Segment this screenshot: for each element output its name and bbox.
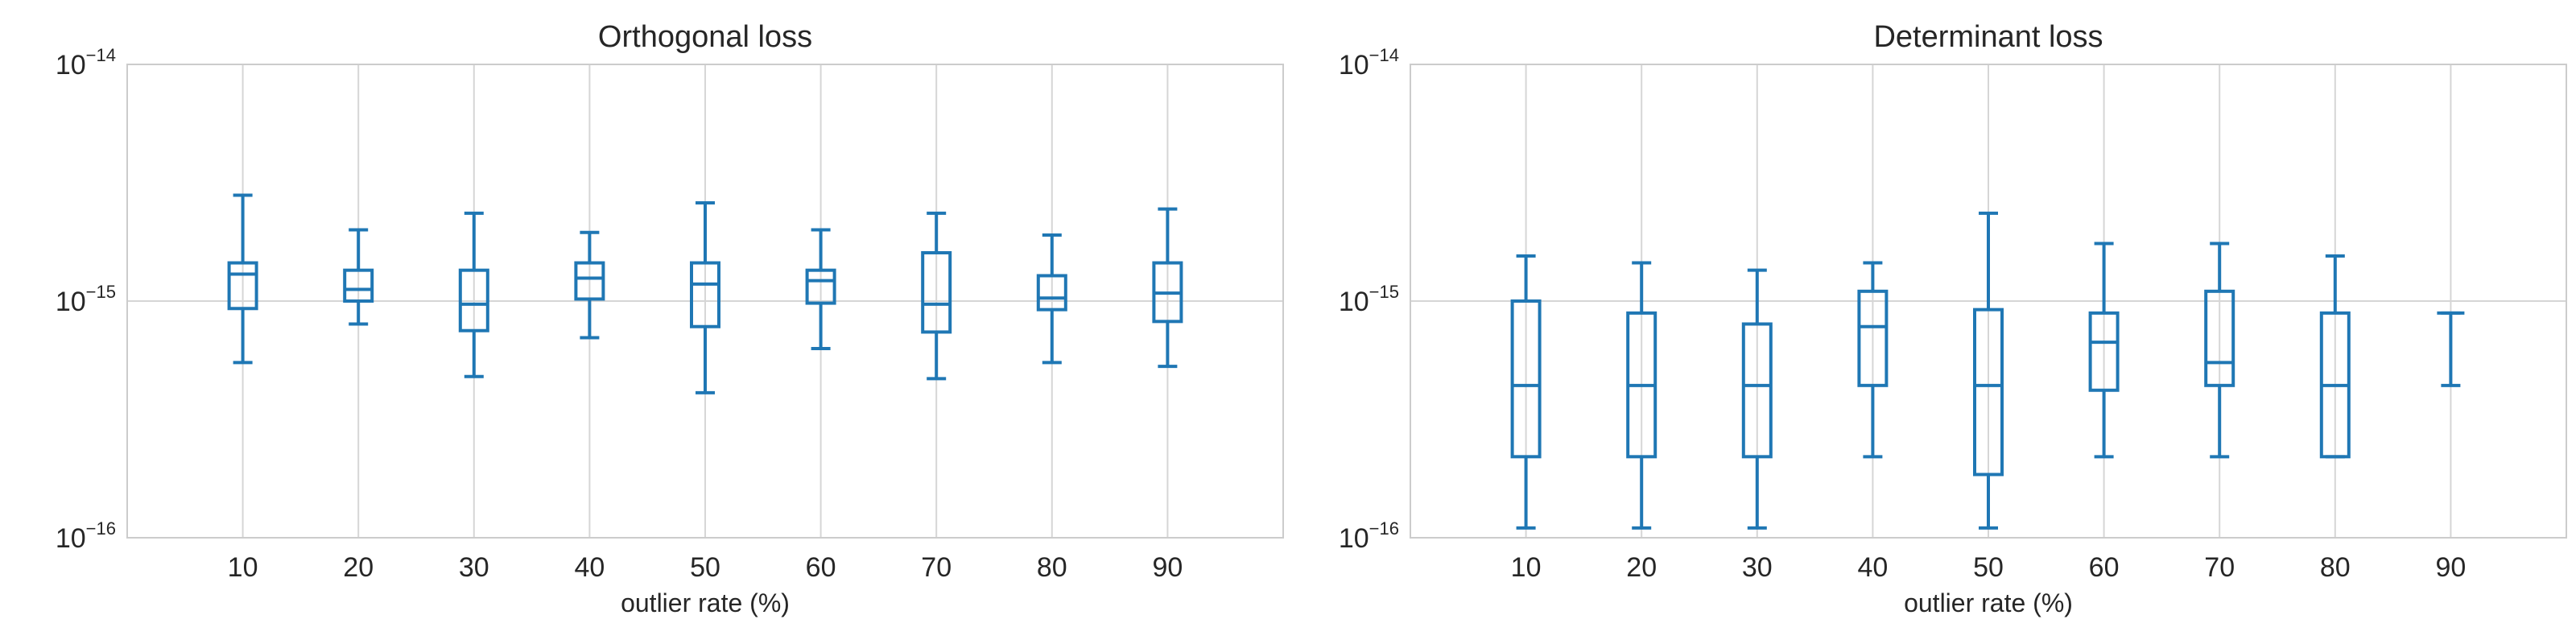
box-50 bbox=[1973, 211, 2004, 530]
box-30 bbox=[1741, 268, 1773, 530]
x-tick-label: 70 bbox=[921, 552, 952, 583]
iqr-box bbox=[1036, 274, 1067, 312]
iqr-box bbox=[2204, 289, 2235, 387]
chart-title: Determinant loss bbox=[1873, 20, 2103, 54]
x-axis-title: outlier rate (%) bbox=[1904, 588, 2073, 617]
x-tick-label: 50 bbox=[690, 552, 720, 583]
x-tick-label: 30 bbox=[459, 552, 489, 583]
chart-title: Orthogonal loss bbox=[598, 20, 812, 54]
box-40 bbox=[574, 230, 605, 340]
iqr-box bbox=[2088, 311, 2120, 392]
iqr-box bbox=[1857, 289, 1889, 387]
plot-area-frame bbox=[1410, 64, 2567, 539]
plot-area-frame bbox=[126, 64, 1284, 539]
x-tick-label: 70 bbox=[2204, 552, 2235, 583]
box-80 bbox=[2319, 254, 2351, 459]
x-tick-label: 80 bbox=[2320, 552, 2351, 583]
x-tick-label: 40 bbox=[574, 552, 605, 583]
box-10 bbox=[1510, 254, 1542, 530]
box-60 bbox=[805, 228, 836, 350]
iqr-box bbox=[343, 268, 374, 303]
y-tick-label: 10−16 bbox=[1339, 518, 1399, 554]
x-tick-label: 10 bbox=[1511, 552, 1542, 583]
x-tick-label: 90 bbox=[1152, 552, 1183, 583]
determinant-loss-panel: Determinant loss outlier rate (%) 10−16 1… bbox=[1339, 20, 2567, 617]
x-axis-title: outlier rate (%) bbox=[621, 588, 790, 617]
x-tick-label: 90 bbox=[2435, 552, 2466, 583]
x-tick-label: 60 bbox=[2089, 552, 2120, 583]
box-80 bbox=[1036, 233, 1067, 365]
iqr-box bbox=[1741, 322, 1773, 459]
iqr-box bbox=[227, 261, 258, 311]
box-50 bbox=[690, 200, 720, 394]
x-tick-label: 40 bbox=[1857, 552, 1888, 583]
iqr-box bbox=[458, 268, 489, 332]
iqr-box bbox=[1973, 308, 2004, 477]
iqr-box bbox=[690, 261, 720, 328]
box-90 bbox=[2437, 311, 2465, 387]
box-90 bbox=[1152, 207, 1183, 369]
x-tick-label: 30 bbox=[1742, 552, 1773, 583]
box-20 bbox=[343, 228, 374, 326]
y-tick-label: 10−15 bbox=[1339, 282, 1399, 317]
iqr-box bbox=[1510, 299, 1542, 459]
box-70 bbox=[921, 211, 952, 381]
x-tick-label: 80 bbox=[1037, 552, 1067, 583]
box-60 bbox=[2088, 242, 2120, 459]
y-tick-label: 10−15 bbox=[56, 282, 116, 317]
iqr-box bbox=[574, 261, 605, 301]
y-tick-label: 10−14 bbox=[56, 45, 116, 80]
y-tick-label: 10−16 bbox=[56, 518, 116, 554]
x-tick-label: 20 bbox=[343, 552, 374, 583]
box-70 bbox=[2204, 242, 2235, 459]
box-30 bbox=[458, 211, 489, 378]
iqr-box bbox=[805, 268, 836, 305]
box-20 bbox=[1626, 261, 1657, 530]
y-tick-label: 10−14 bbox=[1339, 45, 1399, 80]
x-tick-label: 10 bbox=[228, 552, 258, 583]
x-tick-label: 60 bbox=[806, 552, 836, 583]
x-tick-label: 50 bbox=[1973, 552, 2004, 583]
orthogonal-loss-panel: Orthogonal loss outlier rate (%) 10−16 10… bbox=[56, 20, 1284, 617]
box-10 bbox=[227, 193, 258, 365]
x-tick-label: 20 bbox=[1626, 552, 1657, 583]
iqr-box bbox=[921, 250, 952, 334]
box-40 bbox=[1857, 261, 1889, 459]
